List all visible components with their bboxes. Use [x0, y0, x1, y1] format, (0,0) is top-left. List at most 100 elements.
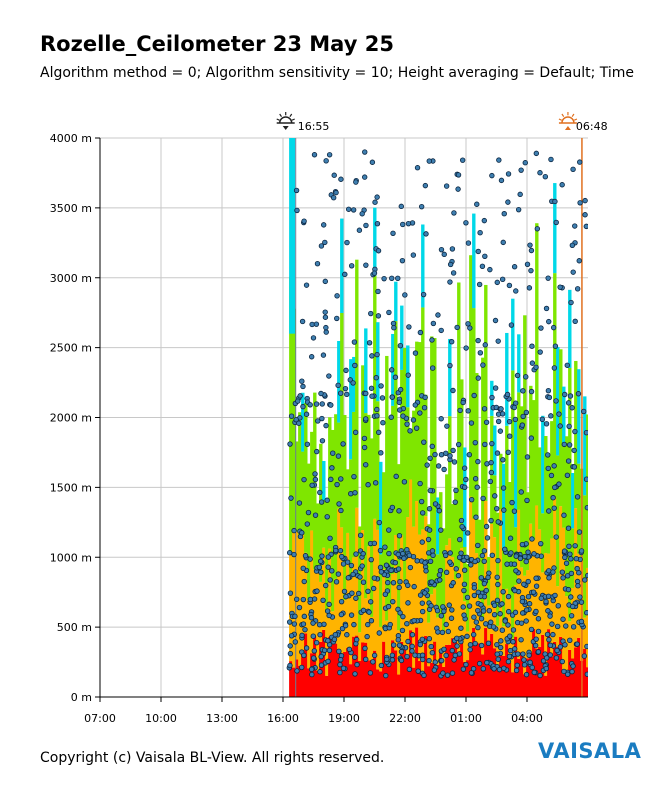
- heatmap-cell: [436, 665, 440, 697]
- y-tick-label: 1500 m: [50, 481, 92, 494]
- cloud-base-point: [419, 539, 425, 545]
- heatmap-cell: [550, 421, 554, 539]
- cloud-base-point: [506, 418, 513, 425]
- heatmap-cell: [376, 669, 380, 697]
- cloud-base-point: [511, 264, 518, 270]
- cloud-base-point: [348, 612, 355, 618]
- cloud-base-point: [463, 220, 469, 226]
- cloud-base-point: [548, 472, 555, 479]
- cloud-base-point: [302, 553, 309, 559]
- cloud-base-point: [424, 462, 430, 468]
- heatmap-cell: [418, 534, 422, 662]
- cloud-base-point: [432, 501, 439, 507]
- heatmap-cell: [469, 255, 473, 497]
- cloud-base-point: [476, 281, 483, 288]
- heatmap-cell: [427, 666, 431, 697]
- heatmap-cell: [307, 463, 311, 601]
- cloud-base-point: [304, 441, 311, 447]
- chart-subtitle: Algorithm method = 0; Algorithm sensitiv…: [40, 65, 634, 81]
- cloud-base-point: [578, 548, 585, 554]
- cloud-base-point: [524, 497, 530, 504]
- heatmap-cell: [421, 307, 425, 530]
- cloud-base-point: [326, 601, 332, 608]
- cloud-base-point: [508, 322, 515, 328]
- cloud-base-point: [407, 428, 413, 434]
- heatmap-cell: [583, 495, 587, 618]
- cloud-base-point: [448, 615, 455, 621]
- cloud-base-point: [569, 242, 576, 248]
- cloud-base-point: [348, 491, 354, 497]
- cloud-base-point: [436, 572, 443, 578]
- heatmap-cell: [388, 605, 392, 666]
- cloud-base-point: [322, 278, 328, 285]
- cloud-base-point: [369, 353, 375, 359]
- cloud-base-point: [481, 580, 488, 587]
- cloud-base-point: [567, 393, 574, 399]
- heatmap-cell: [496, 512, 500, 626]
- cloud-base-point: [576, 529, 583, 535]
- cloud-base-point: [459, 157, 466, 163]
- cloud-base-point: [291, 527, 297, 534]
- cloud-base-point: [438, 416, 444, 422]
- cloud-base-point: [335, 453, 342, 459]
- cloud-base-point: [533, 575, 539, 581]
- cloud-base-point: [513, 568, 519, 574]
- cloud-base-point: [568, 613, 575, 619]
- cloud-base-point: [470, 666, 477, 672]
- heatmap-cell: [517, 334, 521, 393]
- cloud-base-point: [312, 471, 318, 477]
- cloud-base-point: [317, 489, 323, 496]
- cloud-base-point: [450, 270, 457, 276]
- cloud-base-point: [326, 612, 332, 619]
- heatmap-cell: [391, 640, 395, 697]
- cloud-base-point: [382, 544, 388, 550]
- cloud-base-point: [559, 658, 565, 665]
- x-tick-label: 04:00: [511, 712, 543, 725]
- cloud-base-point: [417, 329, 424, 336]
- cloud-base-point: [526, 601, 533, 607]
- cloud-base-point: [335, 382, 341, 389]
- heatmap-cell: [370, 438, 374, 617]
- cloud-base-point: [299, 632, 305, 639]
- heatmap-cell: [400, 535, 404, 642]
- cloud-base-point: [400, 221, 406, 228]
- cloud-base-point: [360, 607, 367, 614]
- cloud-base-point: [398, 203, 405, 210]
- cloud-base-point: [397, 342, 404, 349]
- cloud-base-point: [428, 603, 434, 609]
- cloud-base-point: [525, 549, 531, 555]
- heatmap-cell: [484, 500, 488, 629]
- cloud-base-point: [507, 633, 513, 639]
- cloud-base-point: [459, 523, 465, 530]
- heatmap-cell: [376, 322, 380, 402]
- cloud-base-point: [577, 594, 583, 600]
- cloud-base-point: [501, 211, 507, 217]
- cloud-base-point: [434, 608, 441, 614]
- cloud-base-point: [310, 633, 316, 639]
- cloud-base-point: [472, 558, 478, 565]
- x-tick-label: 01:00: [450, 712, 482, 725]
- cloud-base-point: [572, 543, 578, 549]
- cloud-base-point: [410, 252, 417, 258]
- cloud-base-point: [319, 553, 325, 559]
- cloud-base-point: [287, 662, 293, 669]
- cloud-base-point: [359, 563, 365, 569]
- cloud-base-point: [570, 663, 576, 669]
- heatmap-cell: [424, 394, 428, 517]
- cloud-base-point: [574, 286, 581, 292]
- cloud-base-point: [500, 457, 506, 463]
- cloud-base-point: [351, 621, 357, 628]
- heatmap-cell: [544, 675, 548, 697]
- cloud-base-point: [506, 282, 513, 289]
- cloud-base-point: [317, 632, 323, 638]
- cloud-base-point: [447, 453, 453, 459]
- cloud-base-point: [583, 476, 588, 482]
- y-tick-label: 2000 m: [50, 412, 92, 425]
- cloud-base-point: [375, 313, 382, 319]
- cloud-base-point: [404, 653, 410, 660]
- cloud-base-point: [467, 642, 474, 648]
- cloud-base-point: [545, 275, 551, 281]
- cloud-base-point: [314, 260, 321, 267]
- cloud-base-point: [520, 388, 526, 394]
- cloud-base-point: [528, 388, 535, 395]
